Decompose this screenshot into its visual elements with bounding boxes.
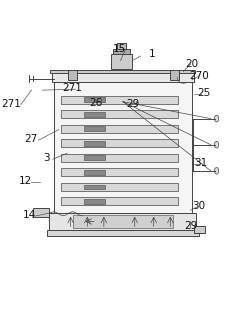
- Text: 26: 26: [89, 98, 102, 108]
- Bar: [61, 183, 178, 191]
- Text: 12: 12: [19, 176, 32, 186]
- Bar: [170, 70, 178, 80]
- Text: 27: 27: [24, 135, 38, 144]
- Bar: [117, 43, 126, 49]
- Bar: [52, 71, 194, 82]
- Text: 3: 3: [43, 154, 50, 163]
- Text: 30: 30: [192, 201, 205, 211]
- Bar: [111, 54, 132, 69]
- Bar: [61, 96, 178, 104]
- Bar: [68, 70, 76, 80]
- Bar: [50, 70, 195, 73]
- Bar: [84, 141, 105, 146]
- Text: 1: 1: [149, 49, 156, 58]
- Bar: [61, 154, 178, 162]
- Bar: [61, 198, 178, 205]
- Bar: [49, 213, 196, 230]
- Text: 29: 29: [126, 99, 140, 109]
- Bar: [84, 199, 105, 204]
- Bar: [84, 185, 105, 189]
- Text: 271: 271: [2, 99, 21, 109]
- Ellipse shape: [214, 115, 219, 122]
- Bar: [61, 125, 178, 133]
- Bar: [84, 112, 105, 117]
- Bar: [61, 139, 178, 147]
- Bar: [47, 230, 199, 236]
- Bar: [54, 82, 192, 213]
- Bar: [84, 155, 105, 160]
- Text: 20: 20: [186, 59, 199, 69]
- Bar: [33, 208, 49, 217]
- Ellipse shape: [214, 141, 219, 148]
- Bar: [84, 170, 105, 175]
- Text: 271: 271: [62, 83, 82, 94]
- Bar: [113, 49, 130, 54]
- Bar: [73, 215, 173, 228]
- Bar: [61, 110, 178, 118]
- Text: 270: 270: [190, 71, 209, 81]
- Text: 25: 25: [198, 88, 211, 99]
- Bar: [84, 126, 105, 131]
- Text: 29: 29: [184, 221, 198, 231]
- Ellipse shape: [214, 167, 219, 174]
- Bar: [61, 168, 178, 176]
- Bar: [194, 226, 205, 233]
- Text: 15: 15: [113, 44, 126, 54]
- Text: 14: 14: [22, 210, 36, 221]
- Bar: [84, 97, 105, 102]
- Text: 31: 31: [194, 158, 208, 168]
